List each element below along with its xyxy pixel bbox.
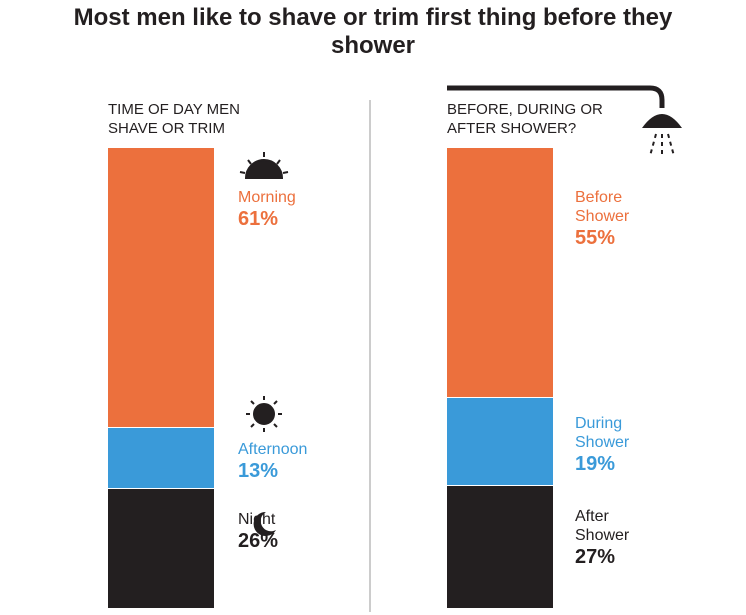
segment-label: Afternoon 13%: [238, 440, 328, 483]
subtitle: TIME OF DAY MEN SHAVE OR TRIM: [108, 101, 240, 137]
segment-value: 13%: [238, 460, 279, 483]
segment-label: Before Shower 55%: [575, 188, 665, 250]
title: Most men like to shave or trim first thi…: [73, 4, 673, 59]
segment-name: After Shower: [575, 507, 630, 544]
segment-name: Night: [238, 510, 276, 528]
bar-segment: [447, 148, 553, 398]
segment-name: Before Shower: [575, 189, 630, 225]
subtitle: BEFORE, DURING OR AFTER SHOWER?: [447, 101, 603, 137]
segment-value: 27%: [575, 545, 616, 568]
segment-value: 19%: [575, 453, 616, 476]
segment-name: Morning: [238, 189, 296, 206]
segment-label: Night 26%: [238, 510, 328, 553]
bar-segment: [108, 148, 214, 428]
segment-label: After Shower 27%: [575, 507, 665, 569]
segment-label: During Shower 19%: [575, 414, 665, 476]
segment-value: 55%: [575, 227, 616, 249]
bar-segment: [447, 398, 553, 485]
bar-segment: [108, 488, 214, 608]
segment-value: 26%: [238, 529, 279, 552]
segment-name: During Shower: [575, 415, 630, 452]
segment-name: Afternoon: [238, 441, 308, 459]
segment-label: Morning 61%: [238, 188, 328, 231]
segment-value: 61%: [238, 208, 279, 230]
bar-segment: [447, 485, 553, 608]
bar-segment: [108, 428, 214, 488]
